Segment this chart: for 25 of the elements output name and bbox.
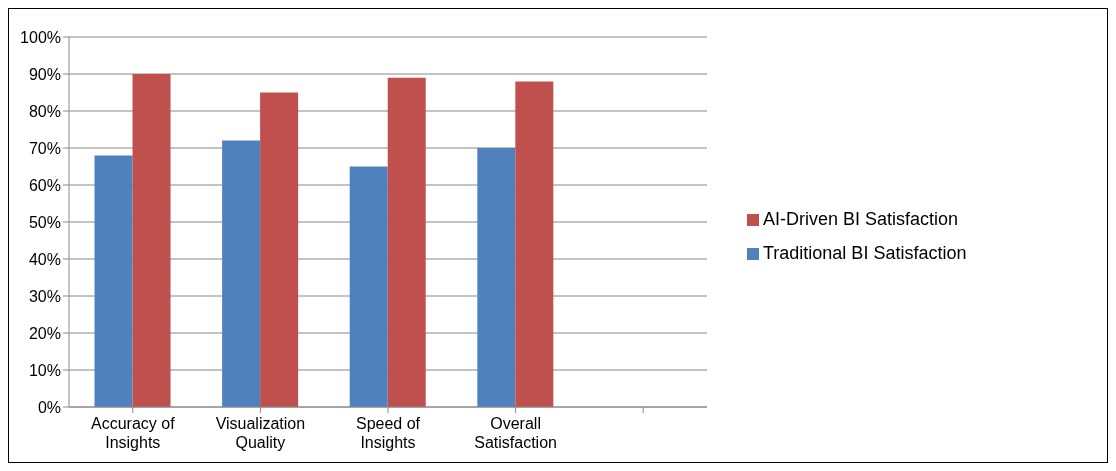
legend-label: Traditional BI Satisfaction <box>763 242 967 263</box>
y-tick-label: 60% <box>28 176 61 194</box>
y-tick-label: 70% <box>28 139 61 157</box>
x-tick-label: Speed of Insights <box>355 415 421 451</box>
bar <box>387 77 426 407</box>
bar <box>94 155 133 407</box>
y-tick-label: 80% <box>28 102 61 120</box>
y-tick-label: 0% <box>37 398 61 416</box>
bar <box>222 140 261 407</box>
y-tick-label: 90% <box>28 65 61 83</box>
y-tick-label: 50% <box>28 213 61 231</box>
y-tick-label: 100% <box>20 28 61 46</box>
y-tick-label: 40% <box>28 250 61 268</box>
bar <box>132 74 171 407</box>
legend-label: AI-Driven BI Satisfaction <box>763 208 959 229</box>
y-tick-label: 10% <box>28 361 61 379</box>
x-tick-label: Visualization Quality <box>215 415 306 451</box>
y-tick-label: 30% <box>28 287 61 305</box>
bar <box>477 148 516 407</box>
x-tick-label: Overall Satisfaction <box>474 415 557 451</box>
x-tick-label: Accuracy of Insights <box>91 415 176 451</box>
bar <box>260 92 299 407</box>
bar <box>515 81 554 407</box>
y-tick-label: 20% <box>28 324 61 342</box>
bar <box>349 166 388 407</box>
